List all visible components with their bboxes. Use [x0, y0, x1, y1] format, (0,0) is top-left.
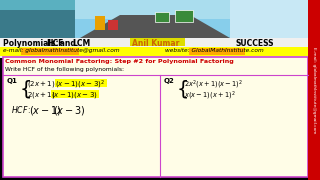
- Text: $2x^2(x + 1)(x - 1)^2$: $2x^2(x + 1)(x - 1)^2$: [184, 79, 243, 91]
- Text: $(x - 1)(x - 3)^2$: $(x - 1)(x - 3)^2$: [55, 79, 105, 91]
- Bar: [0, 0, 308, 38]
- Text: and: and: [57, 39, 78, 48]
- Text: $HCF:$: $HCF:$: [11, 104, 32, 115]
- Text: SUCCESS: SUCCESS: [235, 39, 274, 48]
- Text: E-mail: globalmathInstitute@gmail.com: E-mail: globalmathInstitute@gmail.com: [312, 47, 316, 133]
- Bar: [130, 38, 185, 46]
- Bar: [0, 0, 75, 10]
- Text: Write HCF of the following polynomials:: Write HCF of the following polynomials:: [5, 67, 124, 72]
- Bar: [21, 48, 79, 55]
- Text: $x(x - 1)(x + 1)^2$: $x(x - 1)(x + 1)^2$: [184, 90, 236, 102]
- Bar: [0, 38, 310, 39]
- Bar: [51, 89, 99, 98]
- Bar: [108, 20, 118, 30]
- Text: $(x - 1)(x - 3)$: $(x - 1)(x - 3)$: [51, 90, 98, 100]
- Text: $2(x + 1)$: $2(x + 1)$: [27, 90, 56, 100]
- Text: $\{$: $\{$: [176, 78, 188, 100]
- Text: $\{$: $\{$: [19, 78, 31, 100]
- Text: Q2: Q2: [164, 78, 175, 84]
- Text: Common Monomial Factoring: Step #2 for Polynomial Factoring: Common Monomial Factoring: Step #2 for P…: [5, 59, 234, 64]
- Bar: [3, 57, 308, 177]
- Text: Anil Kumar: Anil Kumar: [132, 39, 180, 48]
- Bar: [0, 38, 310, 58]
- Polygon shape: [80, 15, 230, 38]
- Bar: [155, 12, 169, 22]
- Bar: [0, 47, 308, 56]
- Text: $(x-3)$: $(x-3)$: [53, 104, 86, 117]
- Text: $(x-1)$: $(x-1)$: [29, 104, 62, 117]
- Bar: [230, 0, 308, 38]
- Text: Q1: Q1: [7, 78, 18, 84]
- Bar: [95, 16, 105, 30]
- Text: e-mail: globalmathInstitute@gmail.com: e-mail: globalmathInstitute@gmail.com: [3, 48, 120, 53]
- Bar: [55, 78, 107, 87]
- Bar: [0, 0, 308, 19]
- Bar: [189, 48, 245, 55]
- Text: $(2x + 1)$: $(2x + 1)$: [27, 79, 56, 89]
- Bar: [308, 0, 320, 180]
- Text: LCM: LCM: [72, 39, 90, 48]
- Text: Polynomials:: Polynomials:: [3, 39, 61, 48]
- Bar: [175, 10, 193, 22]
- Text: HCF: HCF: [46, 39, 63, 48]
- Bar: [0, 10, 75, 38]
- Text: website: GlobalMathInstitute.com: website: GlobalMathInstitute.com: [165, 48, 264, 53]
